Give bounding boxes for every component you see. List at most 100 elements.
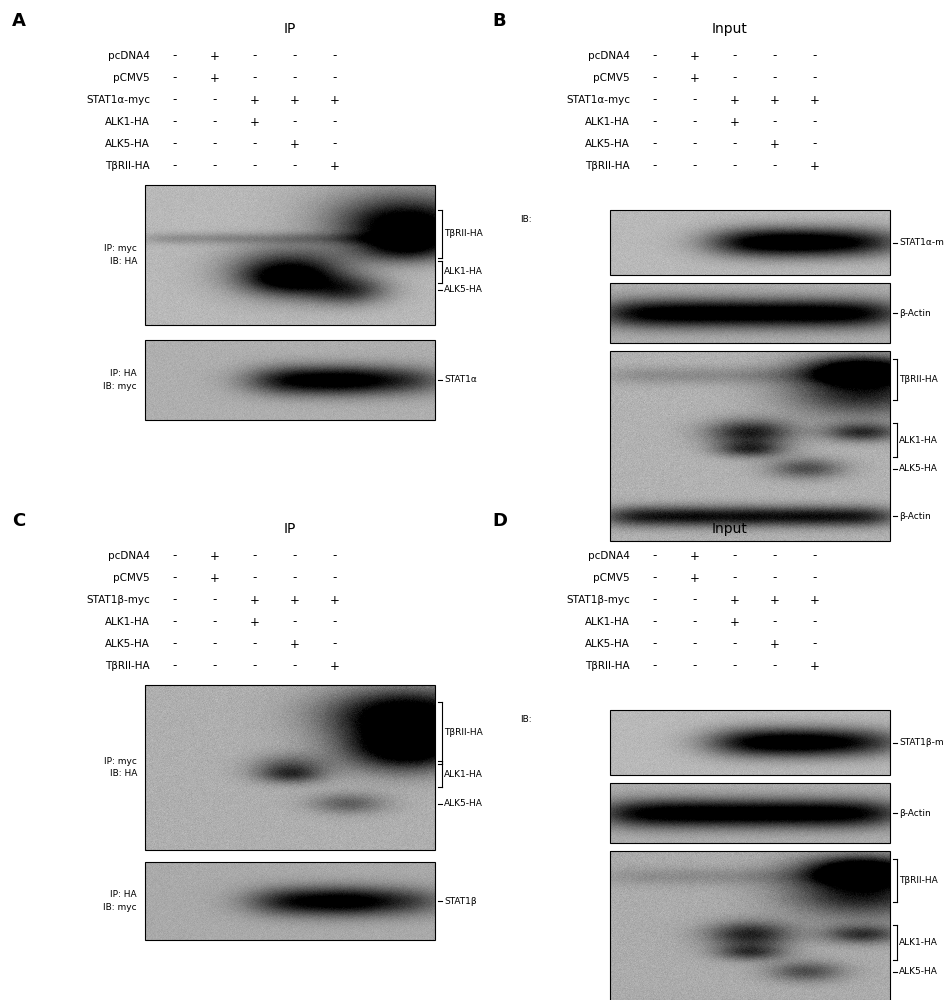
Text: -: - (332, 49, 337, 62)
Text: STAT1α-myc: STAT1α-myc (898, 238, 944, 247)
Text: -: - (332, 615, 337, 629)
Text: -: - (812, 550, 817, 562)
Text: +: + (210, 550, 220, 562)
Text: pCMV5: pCMV5 (593, 73, 630, 83)
Text: +: + (809, 593, 819, 606)
Text: -: - (772, 115, 776, 128)
Text: -: - (812, 72, 817, 85)
Text: -: - (692, 593, 697, 606)
Text: -: - (332, 115, 337, 128)
Text: +: + (730, 94, 739, 106)
Text: C: C (12, 512, 25, 530)
Text: ALK5-HA: ALK5-HA (898, 464, 936, 473)
Text: +: + (250, 115, 260, 128)
Text: -: - (652, 593, 656, 606)
Text: +: + (769, 638, 779, 650)
Text: -: - (253, 137, 257, 150)
Text: ALK5-HA: ALK5-HA (444, 286, 482, 294)
Text: +: + (769, 94, 779, 106)
Text: ALK1-HA: ALK1-HA (105, 117, 150, 127)
Bar (144, 340, 434, 420)
Text: -: - (812, 615, 817, 629)
Text: A: A (12, 12, 25, 30)
Text: IP: HA
IB: myc: IP: HA IB: myc (103, 369, 137, 391)
Text: ALK1-HA: ALK1-HA (444, 267, 482, 276)
Text: -: - (173, 572, 177, 584)
Text: -: - (652, 72, 656, 85)
Text: -: - (772, 49, 776, 62)
Text: -: - (652, 159, 656, 172)
Text: TβRII-HA: TβRII-HA (106, 661, 150, 671)
Bar (610, 351, 889, 541)
Bar (610, 783, 889, 843)
Text: -: - (692, 660, 697, 672)
Text: -: - (812, 572, 817, 584)
Text: B: B (492, 12, 505, 30)
Text: -: - (772, 572, 776, 584)
Text: +: + (809, 94, 819, 106)
Text: -: - (652, 660, 656, 672)
Text: -: - (293, 572, 296, 584)
Text: +: + (329, 159, 340, 172)
Text: -: - (293, 615, 296, 629)
Text: +: + (689, 49, 700, 62)
Text: +: + (290, 137, 299, 150)
Text: -: - (253, 72, 257, 85)
Text: -: - (212, 615, 217, 629)
Text: +: + (210, 72, 220, 85)
Text: -: - (652, 115, 656, 128)
Text: IP: myc
IB: HA: IP: myc IB: HA (104, 244, 137, 266)
Text: +: + (769, 137, 779, 150)
Text: ALK5-HA: ALK5-HA (584, 639, 630, 649)
Text: ALK5-HA: ALK5-HA (584, 139, 630, 149)
Text: +: + (329, 660, 340, 672)
Text: STAT1β: STAT1β (444, 896, 476, 906)
Text: -: - (692, 638, 697, 650)
Text: β-Actin: β-Actin (898, 308, 930, 318)
Text: pcDNA4: pcDNA4 (108, 551, 150, 561)
Text: STAT1α-myc: STAT1α-myc (565, 95, 630, 105)
Text: -: - (173, 159, 177, 172)
Text: Input: Input (712, 522, 747, 536)
Text: -: - (293, 660, 296, 672)
Text: +: + (210, 49, 220, 62)
Text: -: - (293, 115, 296, 128)
Text: STAT1α-myc: STAT1α-myc (86, 95, 150, 105)
Text: ALK1-HA: ALK1-HA (584, 617, 630, 627)
Text: -: - (812, 638, 817, 650)
Bar (610, 710, 889, 775)
Text: -: - (173, 115, 177, 128)
Text: -: - (293, 550, 296, 562)
Text: ALK5-HA: ALK5-HA (444, 799, 482, 808)
Text: pcDNA4: pcDNA4 (587, 51, 630, 61)
Text: IP: IP (283, 522, 295, 536)
Text: -: - (293, 49, 296, 62)
Text: -: - (812, 137, 817, 150)
Text: IB:: IB: (519, 215, 531, 224)
Text: pCMV5: pCMV5 (593, 573, 630, 583)
Bar (144, 185, 434, 325)
Text: ALK1-HA: ALK1-HA (584, 117, 630, 127)
Text: pcDNA4: pcDNA4 (108, 51, 150, 61)
Text: -: - (652, 137, 656, 150)
Text: -: - (772, 615, 776, 629)
Text: STAT1β-myc: STAT1β-myc (898, 738, 944, 747)
Text: ALK5-HA: ALK5-HA (105, 639, 150, 649)
Text: IP: HA
IB: myc: IP: HA IB: myc (103, 890, 137, 912)
Text: -: - (253, 49, 257, 62)
Text: TβRII-HA: TβRII-HA (444, 230, 482, 238)
Text: -: - (253, 638, 257, 650)
Text: +: + (769, 593, 779, 606)
Text: -: - (253, 159, 257, 172)
Text: -: - (253, 572, 257, 584)
Text: -: - (772, 660, 776, 672)
Text: +: + (290, 593, 299, 606)
Text: +: + (250, 615, 260, 629)
Text: +: + (689, 550, 700, 562)
Text: ALK5-HA: ALK5-HA (898, 967, 936, 976)
Text: -: - (732, 49, 736, 62)
Text: -: - (692, 615, 697, 629)
Text: TβRII-HA: TβRII-HA (898, 876, 936, 885)
Text: -: - (173, 638, 177, 650)
Text: -: - (692, 159, 697, 172)
